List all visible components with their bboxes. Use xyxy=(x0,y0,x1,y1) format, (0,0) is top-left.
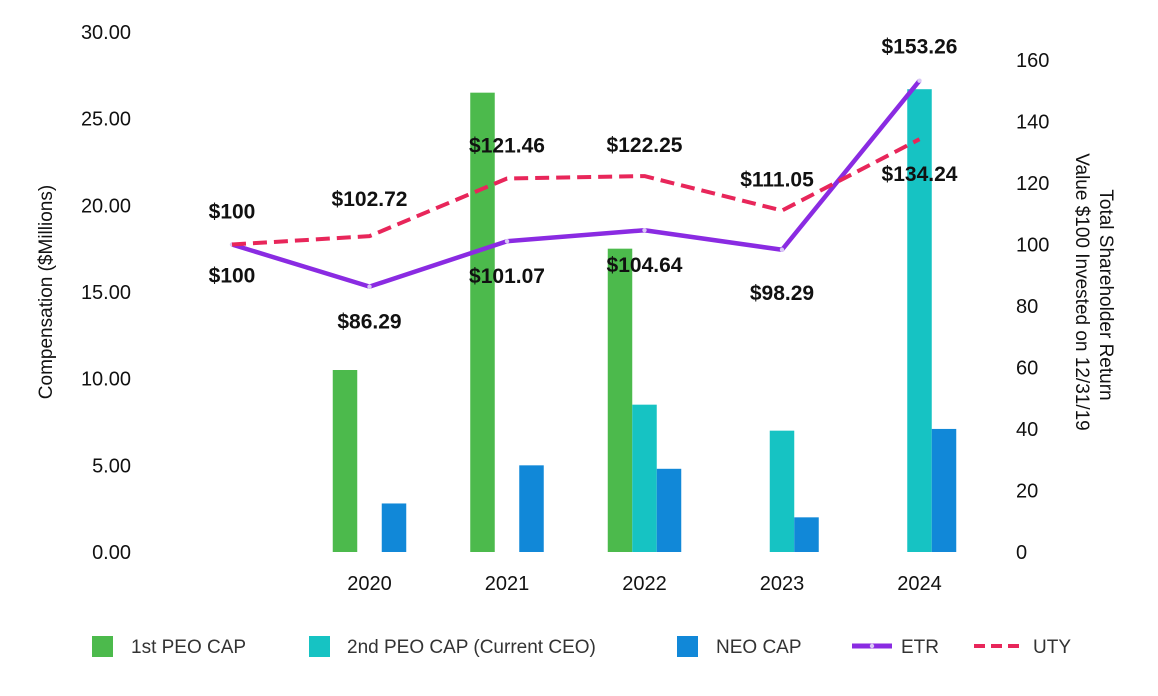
legend-label-etr: ETR xyxy=(901,637,939,658)
right-axis-title-line1: Total Shareholder Return xyxy=(1095,189,1116,400)
data-label-etr: $86.29 xyxy=(337,311,401,334)
right-axis-title-line2: Value $100 Invested on 12/31/19 xyxy=(1071,153,1092,431)
left-axis: 0.00 5.00 10.00 15.00 20.00 25.00 30.00 xyxy=(81,22,131,564)
data-label-uty: $134.24 xyxy=(882,163,958,186)
bar-neo-cap xyxy=(794,517,819,552)
right-tick-label: 140 xyxy=(1016,112,1049,134)
left-tick-label: 10.00 xyxy=(81,369,131,391)
left-axis-title: Compensation ($Millions) xyxy=(36,185,57,399)
data-label-etr: $100 xyxy=(209,265,256,288)
data-label-uty: $102.72 xyxy=(332,188,408,211)
bar-neo-cap xyxy=(656,468,682,552)
x-tick-label: 2024 xyxy=(897,573,942,595)
x-tick-label: 2021 xyxy=(485,573,530,595)
data-label-uty: $100 xyxy=(209,201,256,224)
left-tick-label: 15.00 xyxy=(81,282,131,304)
lines xyxy=(229,78,922,289)
legend: 1st PEO CAP 2nd PEO CAP (Current CEO) NEO … xyxy=(92,636,1071,658)
legend-swatch-neo-cap xyxy=(677,636,698,657)
data-label-uty: $111.05 xyxy=(740,169,814,192)
bar-1st-peo-cap xyxy=(470,92,495,553)
data-label-etr: $153.26 xyxy=(882,36,958,59)
point-etr xyxy=(917,78,922,83)
x-tick-label: 2020 xyxy=(347,573,392,595)
x-axis-ticks: 2020 2021 2022 2023 2024 xyxy=(347,573,942,595)
legend-label-uty: UTY xyxy=(1033,637,1071,658)
data-label-etr: $101.07 xyxy=(469,265,545,288)
data-label-uty: $121.46 xyxy=(469,135,545,158)
right-tick-label: 0 xyxy=(1016,542,1027,564)
line-etr xyxy=(231,79,922,289)
bar-1st-peo-cap xyxy=(607,248,633,552)
line-uty xyxy=(231,137,921,247)
right-tick-label: 80 xyxy=(1016,296,1038,318)
data-label-etr: $104.64 xyxy=(607,254,683,277)
left-tick-label: 20.00 xyxy=(81,195,131,217)
bar-neo-cap xyxy=(931,428,957,552)
point-etr xyxy=(504,239,510,244)
x-tick-label: 2023 xyxy=(760,573,805,595)
bar-1st-peo-cap xyxy=(332,370,358,552)
right-tick-label: 120 xyxy=(1016,173,1049,195)
legend-label-2nd-peo-cap-current-ceo: 2nd PEO CAP (Current CEO) xyxy=(347,637,596,658)
data-label-etr: $98.29 xyxy=(750,282,814,305)
bar-neo-cap xyxy=(381,503,407,552)
point-etr xyxy=(779,247,785,252)
right-tick-label: 20 xyxy=(1016,481,1038,503)
legend-swatch-1st-peo-cap xyxy=(92,636,113,657)
bar-2nd-peo-cap-current-ceo xyxy=(907,89,932,552)
x-tick-label: 2022 xyxy=(622,573,667,595)
legend-label-neo-cap: NEO CAP xyxy=(716,637,802,658)
left-tick-label: 0.00 xyxy=(92,542,131,564)
bar-2nd-peo-cap-current-ceo xyxy=(769,430,795,552)
point-etr xyxy=(642,228,647,233)
point-etr xyxy=(367,284,372,289)
bars xyxy=(332,89,957,553)
right-tick-label: 160 xyxy=(1016,50,1049,72)
legend-marker-etr xyxy=(869,643,875,649)
legend-swatch-2nd-peo-cap-current-ceo xyxy=(309,636,330,657)
left-tick-label: 25.00 xyxy=(81,109,131,131)
bar-neo-cap xyxy=(519,465,544,552)
right-tick-label: 60 xyxy=(1016,358,1038,380)
legend-label-1st-peo-cap: 1st PEO CAP xyxy=(131,637,246,658)
data-labels: $100 $86.29 $101.07 $104.64 $98.29 $153.26 $10… xyxy=(209,36,958,334)
right-tick-label: 40 xyxy=(1016,419,1038,441)
data-label-uty: $122.25 xyxy=(607,134,683,157)
right-axis: 0 20 40 60 80 100 120 140 160 xyxy=(1016,50,1049,564)
bar-2nd-peo-cap-current-ceo xyxy=(632,404,657,552)
left-tick-label: 30.00 xyxy=(81,22,131,44)
right-tick-label: 100 xyxy=(1016,235,1049,257)
left-tick-label: 5.00 xyxy=(92,455,131,477)
